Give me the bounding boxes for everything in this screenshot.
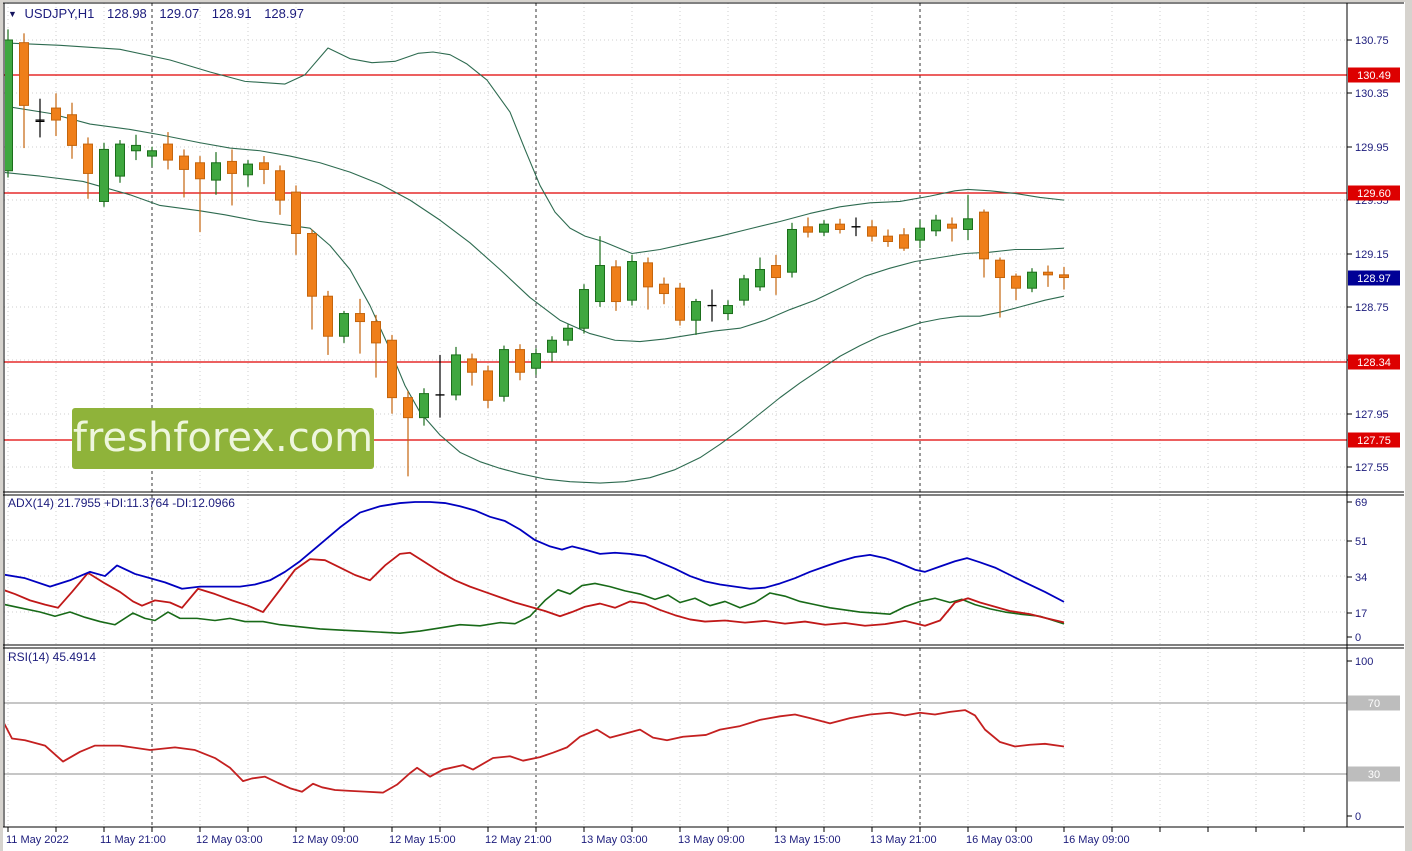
svg-text:51: 51 bbox=[1355, 536, 1367, 548]
price-and-time-axis[interactable]: 130.75130.35129.95129.55129.15128.75128.… bbox=[6, 35, 1400, 846]
indicator-lines-layer bbox=[5, 501, 1065, 794]
svg-text:128.75: 128.75 bbox=[1355, 302, 1389, 314]
svg-text:100: 100 bbox=[1355, 656, 1373, 668]
svg-text:12 May 15:00: 12 May 15:00 bbox=[389, 834, 456, 846]
window-edge-left bbox=[0, 0, 3, 851]
svg-text:11 May 21:00: 11 May 21:00 bbox=[100, 834, 166, 846]
watermark-text: freshforex.com bbox=[73, 415, 373, 461]
svg-text:128.97: 128.97 bbox=[1357, 273, 1391, 285]
svg-text:0: 0 bbox=[1355, 632, 1361, 644]
horizontal-price-lines bbox=[4, 74, 1347, 441]
svg-text:128.34: 128.34 bbox=[1357, 357, 1391, 369]
ohlc-close: 128.97 bbox=[264, 6, 304, 21]
svg-text:127.55: 127.55 bbox=[1355, 462, 1389, 474]
svg-text:11 May 2022: 11 May 2022 bbox=[6, 834, 69, 846]
svg-text:13 May 21:00: 13 May 21:00 bbox=[870, 834, 937, 846]
svg-text:129.60: 129.60 bbox=[1357, 188, 1391, 200]
svg-text:12 May 21:00: 12 May 21:00 bbox=[485, 834, 552, 846]
window-edge-right[interactable] bbox=[1405, 0, 1412, 851]
panel-frame-layer bbox=[2, 2, 1404, 832]
svg-text:130.35: 130.35 bbox=[1355, 88, 1389, 100]
svg-text:12 May 09:00: 12 May 09:00 bbox=[292, 834, 359, 846]
svg-text:127.95: 127.95 bbox=[1355, 409, 1389, 421]
symbol-dropdown-icon[interactable]: ▼ bbox=[8, 9, 17, 19]
grid-layer bbox=[4, 3, 1347, 827]
svg-text:130.75: 130.75 bbox=[1355, 35, 1389, 47]
svg-text:34: 34 bbox=[1355, 572, 1367, 584]
chart-title: ▼ USDJPY,H1 128.98 129.07 128.91 128.97 bbox=[8, 6, 304, 21]
svg-text:16 May 09:00: 16 May 09:00 bbox=[1063, 834, 1130, 846]
svg-text:16 May 03:00: 16 May 03:00 bbox=[966, 834, 1033, 846]
candles-and-bands-layer bbox=[5, 29, 1069, 484]
svg-text:0: 0 bbox=[1355, 811, 1361, 823]
svg-text:13 May 15:00: 13 May 15:00 bbox=[774, 834, 841, 846]
svg-text:129.95: 129.95 bbox=[1355, 142, 1389, 154]
svg-text:69: 69 bbox=[1355, 497, 1367, 509]
svg-text:30: 30 bbox=[1368, 769, 1380, 781]
svg-text:130.49: 130.49 bbox=[1357, 70, 1391, 82]
svg-text:13 May 03:00: 13 May 03:00 bbox=[581, 834, 648, 846]
svg-text:129.15: 129.15 bbox=[1355, 249, 1389, 261]
ohlc-low: 128.91 bbox=[211, 6, 252, 21]
adx-indicator-label: ADX(14) 21.7955 +DI:11.3764 -DI:12.0966 bbox=[8, 496, 235, 510]
svg-text:12 May 03:00: 12 May 03:00 bbox=[196, 834, 263, 846]
window-edge-top bbox=[0, 0, 1412, 2]
svg-text:127.75: 127.75 bbox=[1357, 435, 1391, 447]
ohlc-high: 129.07 bbox=[159, 6, 200, 21]
rsi-indicator-label: RSI(14) 45.4914 bbox=[8, 650, 97, 664]
ohlc-open: 128.98 bbox=[107, 6, 147, 21]
svg-text:17: 17 bbox=[1355, 608, 1367, 620]
svg-text:70: 70 bbox=[1368, 698, 1380, 710]
svg-text:13 May 09:00: 13 May 09:00 bbox=[678, 834, 745, 846]
broker-watermark: freshforex.com bbox=[72, 408, 374, 469]
symbol-timeframe: USDJPY,H1 bbox=[24, 6, 95, 21]
